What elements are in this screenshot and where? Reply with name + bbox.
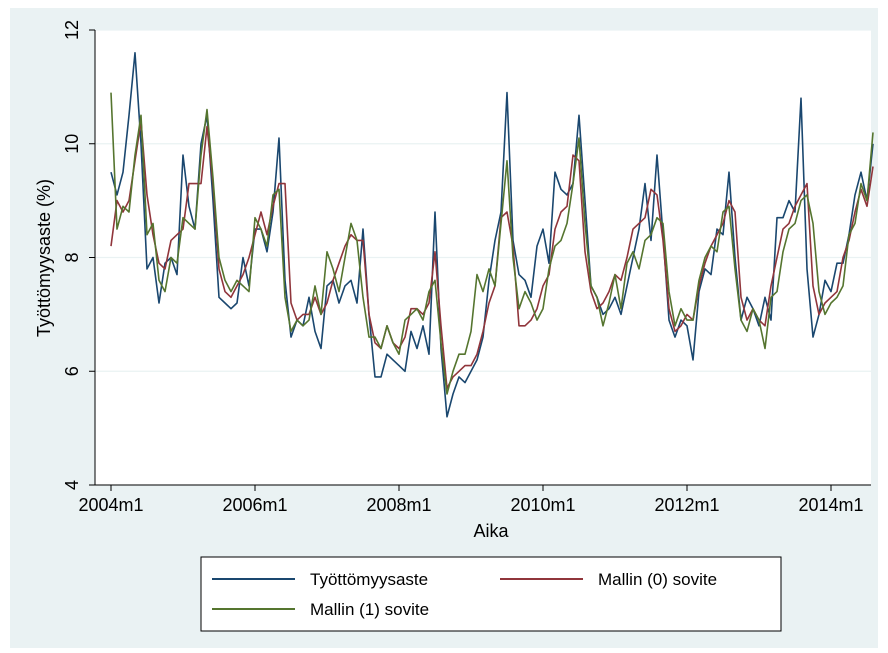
x-axis-title: Aika — [473, 521, 509, 541]
series-lines — [110, 51, 874, 418]
legend-label-mallin-1: Mallin (1) sovite — [310, 600, 429, 619]
x-tick-label: 2008m1 — [366, 495, 431, 515]
x-tick-label: 2006m1 — [222, 495, 287, 515]
series-line-2 — [110, 92, 874, 395]
legend-label-mallin-0: Mallin (0) sovite — [598, 570, 717, 589]
x-ticks: 2004m1 2006m1 2008m1 2010m1 2012m1 2014m1 — [78, 485, 864, 515]
legend-box — [200, 556, 782, 632]
series-line-0 — [110, 51, 874, 418]
legend-label-tyottomyysaste: Työttömyysaste — [310, 570, 428, 589]
y-tick-label: 4 — [62, 480, 82, 490]
y-tick-label: 6 — [62, 366, 82, 376]
y-axis-title: Työttömyysaste (%) — [34, 179, 54, 337]
y-tick-label: 10 — [62, 134, 82, 154]
y-tick-label: 12 — [62, 20, 82, 40]
x-tick-label: 2014m1 — [798, 495, 863, 515]
x-tick-label: 2012m1 — [654, 495, 719, 515]
y-tick-label: 8 — [62, 252, 82, 262]
y-ticks: 4 6 8 10 12 — [62, 20, 95, 490]
x-tick-label: 2010m1 — [510, 495, 575, 515]
series-line-1 — [110, 120, 874, 390]
x-tick-label: 2004m1 — [78, 495, 143, 515]
legend: Työttömyysaste Mallin (0) sovite Mallin … — [200, 556, 782, 632]
